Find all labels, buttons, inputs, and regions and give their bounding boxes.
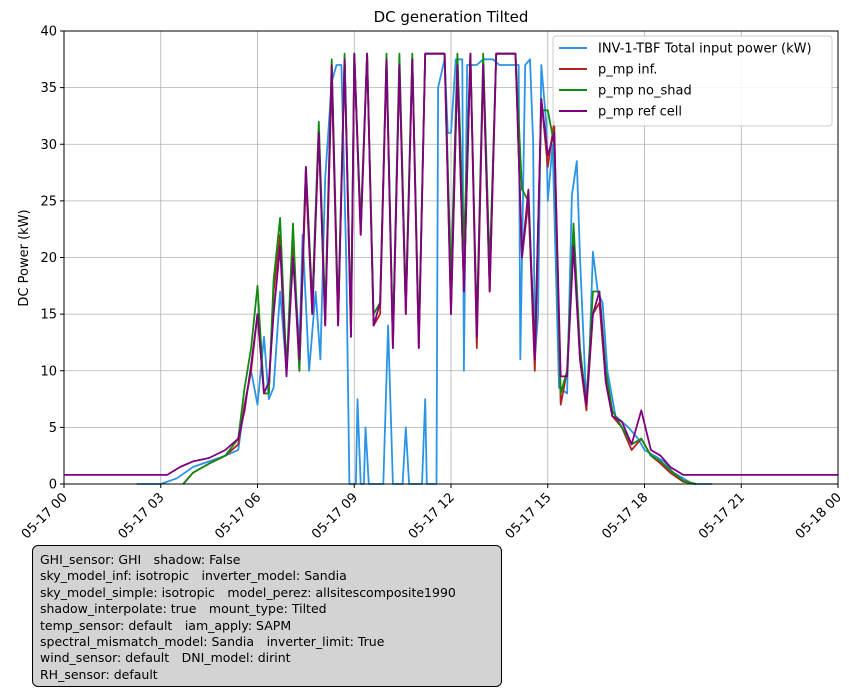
x-tick-label: 05-18 00 bbox=[793, 490, 845, 542]
legend-label: p_mp ref cell bbox=[598, 105, 682, 120]
info-line: sky_model_inf: isotropic inverter_model:… bbox=[40, 568, 347, 584]
y-axis: 0 5 10 15 20 25 30 35 40 bbox=[40, 25, 64, 493]
info-line: sky_model_simple: isotropic model_perez:… bbox=[40, 584, 456, 600]
x-tick-label: 05-17 09 bbox=[309, 490, 361, 542]
series-lines bbox=[64, 52, 838, 485]
series-line bbox=[64, 52, 838, 476]
x-tick-label: 05-17 12 bbox=[406, 490, 458, 542]
y-tick-label: 10 bbox=[40, 364, 57, 379]
legend: INV-1-TBF Total input power (kW) p_mp inf… bbox=[552, 35, 833, 127]
info-line: spectral_mismatch_model: Sandia inverter… bbox=[40, 634, 385, 650]
legend-label: p_mp inf. bbox=[598, 63, 657, 78]
info-line: shadow_interpolate: true mount_type: Til… bbox=[40, 601, 327, 617]
legend-label: p_mp no_shad bbox=[598, 84, 692, 99]
info-line: RH_sensor: default bbox=[40, 666, 158, 682]
y-tick-label: 0 bbox=[49, 478, 57, 493]
x-tick-label: 05-17 06 bbox=[212, 490, 264, 542]
chart-title: DC generation Tilted bbox=[374, 8, 529, 26]
x-tick-label: 05-17 21 bbox=[696, 490, 748, 542]
info-line: wind_sensor: default DNI_model: dirint bbox=[40, 650, 291, 666]
y-tick-label: 5 bbox=[49, 421, 57, 436]
x-tick-label: 05-17 00 bbox=[19, 490, 71, 542]
legend-label: INV-1-TBF Total input power (kW) bbox=[598, 42, 812, 57]
x-tick-label: 05-17 18 bbox=[599, 490, 651, 542]
info-line: GHI_sensor: GHI shadow: False bbox=[40, 552, 241, 567]
y-tick-label: 40 bbox=[40, 25, 57, 40]
y-tick-label: 35 bbox=[40, 81, 57, 96]
x-axis: 05-17 00 05-17 03 05-17 06 05-17 09 05-17 12… bbox=[19, 484, 845, 542]
y-tick-label: 15 bbox=[40, 308, 57, 323]
y-tick-label: 30 bbox=[40, 138, 57, 153]
model-parameters-box: GHI_sensor: GHI shadow: False sky_model_… bbox=[32, 545, 502, 687]
x-tick-label: 05-17 15 bbox=[503, 490, 555, 542]
x-tick-label: 05-17 03 bbox=[116, 490, 168, 542]
y-tick-label: 20 bbox=[40, 251, 57, 266]
y-axis-label: DC Power (kW) bbox=[17, 209, 32, 306]
y-tick-label: 25 bbox=[40, 194, 57, 209]
info-line: temp_sensor: default iam_apply: SAPM bbox=[40, 617, 292, 633]
legend-box bbox=[552, 35, 833, 127]
